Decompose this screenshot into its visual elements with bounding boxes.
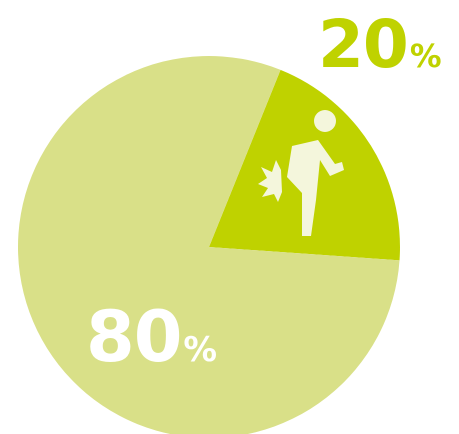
slice-label-20-number: 20: [318, 12, 408, 78]
slice-label-20: 20%: [318, 12, 442, 78]
slice-label-80: 80%: [86, 302, 217, 372]
slice-label-80-number: 80: [86, 302, 181, 372]
slice-label-80-unit: %: [183, 333, 217, 367]
pie-slices: [18, 56, 400, 434]
slice-label-20-unit: %: [410, 42, 442, 74]
